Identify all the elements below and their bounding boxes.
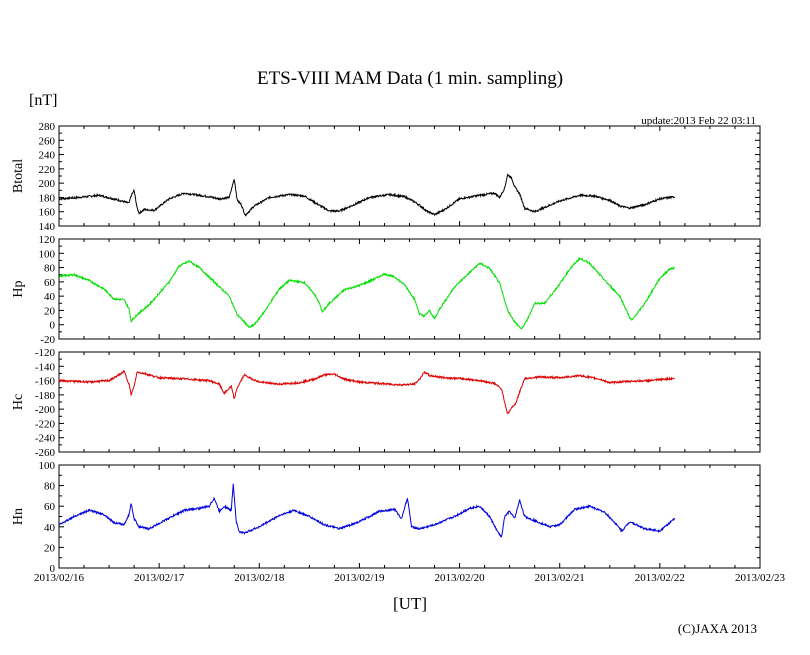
- ytick-label-btotal-2: 180: [39, 192, 56, 204]
- ytick-label-hc-3: -200: [35, 404, 56, 416]
- panel-label-btotal: Btotal: [11, 159, 26, 193]
- ytick-label-hn-5: 100: [39, 460, 56, 472]
- ytick-label-hp-7: 120: [39, 234, 56, 246]
- ytick-label-hn-2: 40: [44, 522, 56, 534]
- ytick-label-hn-0: 0: [50, 563, 56, 575]
- xtick-label-7: 2013/02/23: [735, 572, 786, 584]
- panel-label-hc: Hc: [11, 394, 26, 410]
- xtick-label-6: 2013/02/22: [635, 572, 685, 584]
- ytick-label-btotal-5: 240: [39, 150, 56, 162]
- ytick-label-btotal-0: 140: [39, 221, 56, 233]
- series-line-hp: [58, 256, 675, 330]
- ytick-label-hp-3: 40: [44, 291, 56, 303]
- copyright: (C)JAXA 2013: [678, 621, 757, 636]
- panel-hc: -260 -240 -220 -200 -180 -160 -140 -120 Hc: [11, 347, 761, 459]
- ytick-label-hc-4: -180: [35, 390, 56, 402]
- ytick-label-hc-1: -240: [35, 433, 56, 445]
- ytick-label-btotal-6: 260: [39, 135, 56, 147]
- series-line-hc: [58, 369, 676, 414]
- ytick-label-hn-1: 20: [44, 542, 56, 554]
- ytick-label-hc-2: -220: [35, 418, 56, 430]
- ytick-label-btotal-4: 220: [39, 164, 56, 176]
- x-axis: 2013/02/16 2013/02/17 2013/02/18 2013/02/19…: [34, 572, 786, 584]
- unit-label: [nT]: [29, 92, 57, 109]
- series-line-hn: [58, 483, 676, 538]
- panel-hp: -20 0 20 40 60 80 100 120 Hp: [11, 234, 761, 346]
- panel-btotal: 140 160 180 200 220 240 260 280 Btotal: [11, 121, 761, 233]
- ytick-label-hc-6: -140: [35, 361, 56, 373]
- ytick-label-hp-2: 20: [44, 305, 56, 317]
- ytick-label-hp-5: 80: [44, 263, 56, 275]
- update-stamp: update:2013 Feb 22 03:11: [641, 115, 756, 127]
- chart-title: ETS-VIII MAM Data (1 min. sampling): [257, 68, 563, 89]
- ytick-label-hc-5: -160: [35, 376, 56, 388]
- panel-frame-hp: [58, 238, 761, 340]
- series-line-btotal: [58, 173, 676, 217]
- panel-label-hp: Hp: [11, 280, 26, 297]
- panel-hn: 0 20 40 60 80 100 Hn: [11, 460, 761, 575]
- panel-frame-btotal: [58, 125, 761, 227]
- ytick-label-hc-0: -260: [35, 447, 56, 459]
- ytick-label-btotal-7: 280: [39, 121, 56, 133]
- ytick-label-btotal-1: 160: [39, 207, 56, 219]
- xtick-label-4: 2013/02/20: [435, 572, 486, 584]
- ytick-label-btotal-3: 200: [39, 178, 56, 190]
- panel-frame-hc: [58, 351, 761, 453]
- ytick-label-hp-1: 0: [50, 320, 56, 332]
- xtick-label-2: 2013/02/18: [234, 572, 285, 584]
- ytick-label-hc-7: -120: [35, 347, 56, 359]
- ytick-label-hp-6: 100: [39, 248, 56, 260]
- ytick-label-hp-0: -20: [40, 334, 55, 346]
- ytick-label-hp-4: 60: [44, 277, 56, 289]
- xtick-label-5: 2013/02/21: [535, 572, 585, 584]
- ytick-label-hn-3: 60: [44, 501, 56, 513]
- panel-frame-hn: [58, 464, 761, 569]
- xtick-label-0: 2013/02/16: [34, 572, 85, 584]
- xtick-label-3: 2013/02/19: [334, 572, 385, 584]
- ytick-label-hn-4: 80: [44, 481, 56, 493]
- xtick-label-1: 2013/02/17: [134, 572, 185, 584]
- x-axis-label: [UT]: [393, 594, 427, 613]
- panels: 140160180200220240260280Btotal-200204060…: [11, 121, 761, 575]
- panel-label-hn: Hn: [11, 508, 26, 525]
